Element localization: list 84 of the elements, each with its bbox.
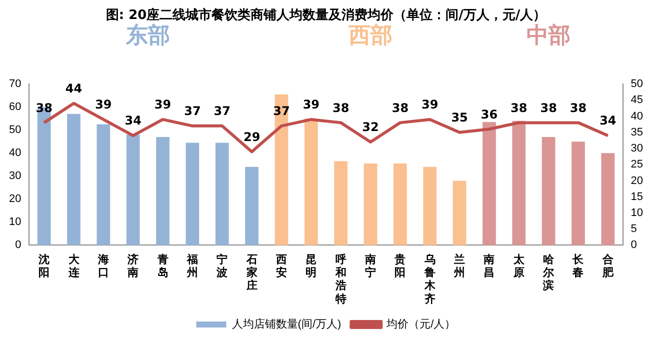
y-tick-label: 60 (8, 101, 22, 114)
bar (274, 94, 288, 246)
x-tick-label: 石家庄 (245, 254, 258, 292)
data-label: 39 (422, 98, 438, 112)
data-label: 37 (214, 104, 230, 118)
bar (334, 161, 348, 246)
y2-tick-label: 30 (630, 142, 644, 155)
bar (423, 166, 437, 246)
y2-tick-label: 15 (630, 190, 644, 203)
x-tick-label: 大连 (67, 252, 80, 280)
data-label: 32 (362, 120, 379, 134)
data-label: 38 (392, 100, 409, 115)
y2-tick-label: 10 (630, 206, 644, 219)
bar (601, 153, 615, 246)
data-label: 35 (451, 110, 468, 124)
data-label: 36 (480, 107, 498, 122)
bar (126, 134, 140, 246)
bar (67, 114, 80, 246)
x-tick-label: 福州 (186, 252, 198, 280)
bar (452, 180, 466, 246)
bar (482, 122, 496, 246)
x-tick-label: 海口 (96, 252, 109, 280)
y2-tick-label: 5 (630, 223, 637, 236)
chart-title: 图: 20座二线城市餐饮类商铺人均数量及消费均价（单位：间/万人，元/人） (104, 6, 548, 24)
data-label: 37 (273, 104, 290, 118)
x-tick-label: 昆明 (306, 254, 317, 280)
y-tick-label: 20 (8, 193, 22, 206)
bar (215, 142, 229, 246)
x-tick-label: 宁波 (216, 252, 229, 280)
bar (186, 142, 200, 246)
data-label: 37 (184, 104, 201, 118)
bar (96, 124, 110, 246)
y2-tick-label: 50 (630, 78, 644, 90)
data-label: 34 (124, 114, 142, 128)
y2-tick-label: 25 (630, 158, 644, 171)
bar (394, 163, 407, 246)
bar (304, 118, 318, 246)
bar (364, 163, 378, 246)
bar (572, 142, 585, 246)
x-tick-label: 哈尔滨 (542, 252, 556, 292)
bar (156, 136, 170, 246)
y-tick-label: 30 (8, 170, 22, 182)
y-tick-label: 40 (8, 147, 22, 160)
data-label: 39 (154, 98, 172, 112)
y-tick-label: 50 (8, 124, 22, 136)
x-tick-label: 济南 (126, 252, 139, 280)
y2-tick-label: 40 (630, 110, 644, 122)
data-label: 39 (95, 98, 112, 112)
bar (512, 120, 526, 246)
data-label: 39 (302, 98, 320, 112)
x-tick-label: 南昌 (482, 252, 495, 280)
x-tick-label: 青岛 (156, 252, 168, 280)
y2-tick-label: 20 (630, 174, 644, 187)
x-tick-label: 南宁 (364, 252, 376, 280)
y2-tick-label: 0 (630, 239, 637, 252)
data-label: 29 (243, 130, 260, 144)
y-tick-label: 0 (15, 239, 22, 252)
y2-tick-label: 35 (630, 126, 644, 138)
x-tick-label: 乌鲁木齐 (423, 252, 436, 306)
x-tick-label: 贵阳 (394, 252, 406, 280)
x-tick-label: 呼和浩特 (334, 252, 346, 306)
y-tick-label: 70 (8, 78, 22, 90)
bar (542, 136, 556, 246)
x-tick-label: 合肥 (601, 252, 614, 280)
data-label: 38 (36, 100, 52, 115)
data-label: 38 (540, 100, 557, 115)
x-tick-label: 兰州 (453, 252, 466, 280)
x-tick-label: 西安 (274, 254, 287, 280)
legend-label: 均价（元/人） (386, 318, 456, 331)
data-label: 38 (510, 100, 528, 115)
data-label: 38 (570, 100, 587, 115)
data-label: 38 (332, 100, 350, 115)
bar (245, 166, 258, 246)
legend-label: 人均店铺数量(间/万人) (232, 318, 342, 331)
x-tick-label: 长春 (572, 252, 585, 280)
text: 中部 (526, 22, 571, 49)
x-tick-label: 太原 (512, 252, 526, 280)
x-tick-label: 沈阳 (38, 252, 50, 280)
data-label: 44 (65, 81, 82, 96)
y-tick-label: 10 (8, 216, 22, 228)
text: 西部 (348, 22, 393, 49)
text: 东部 (124, 22, 170, 49)
y2-tick-label: 45 (630, 94, 644, 106)
data-label: 34 (600, 114, 616, 128)
